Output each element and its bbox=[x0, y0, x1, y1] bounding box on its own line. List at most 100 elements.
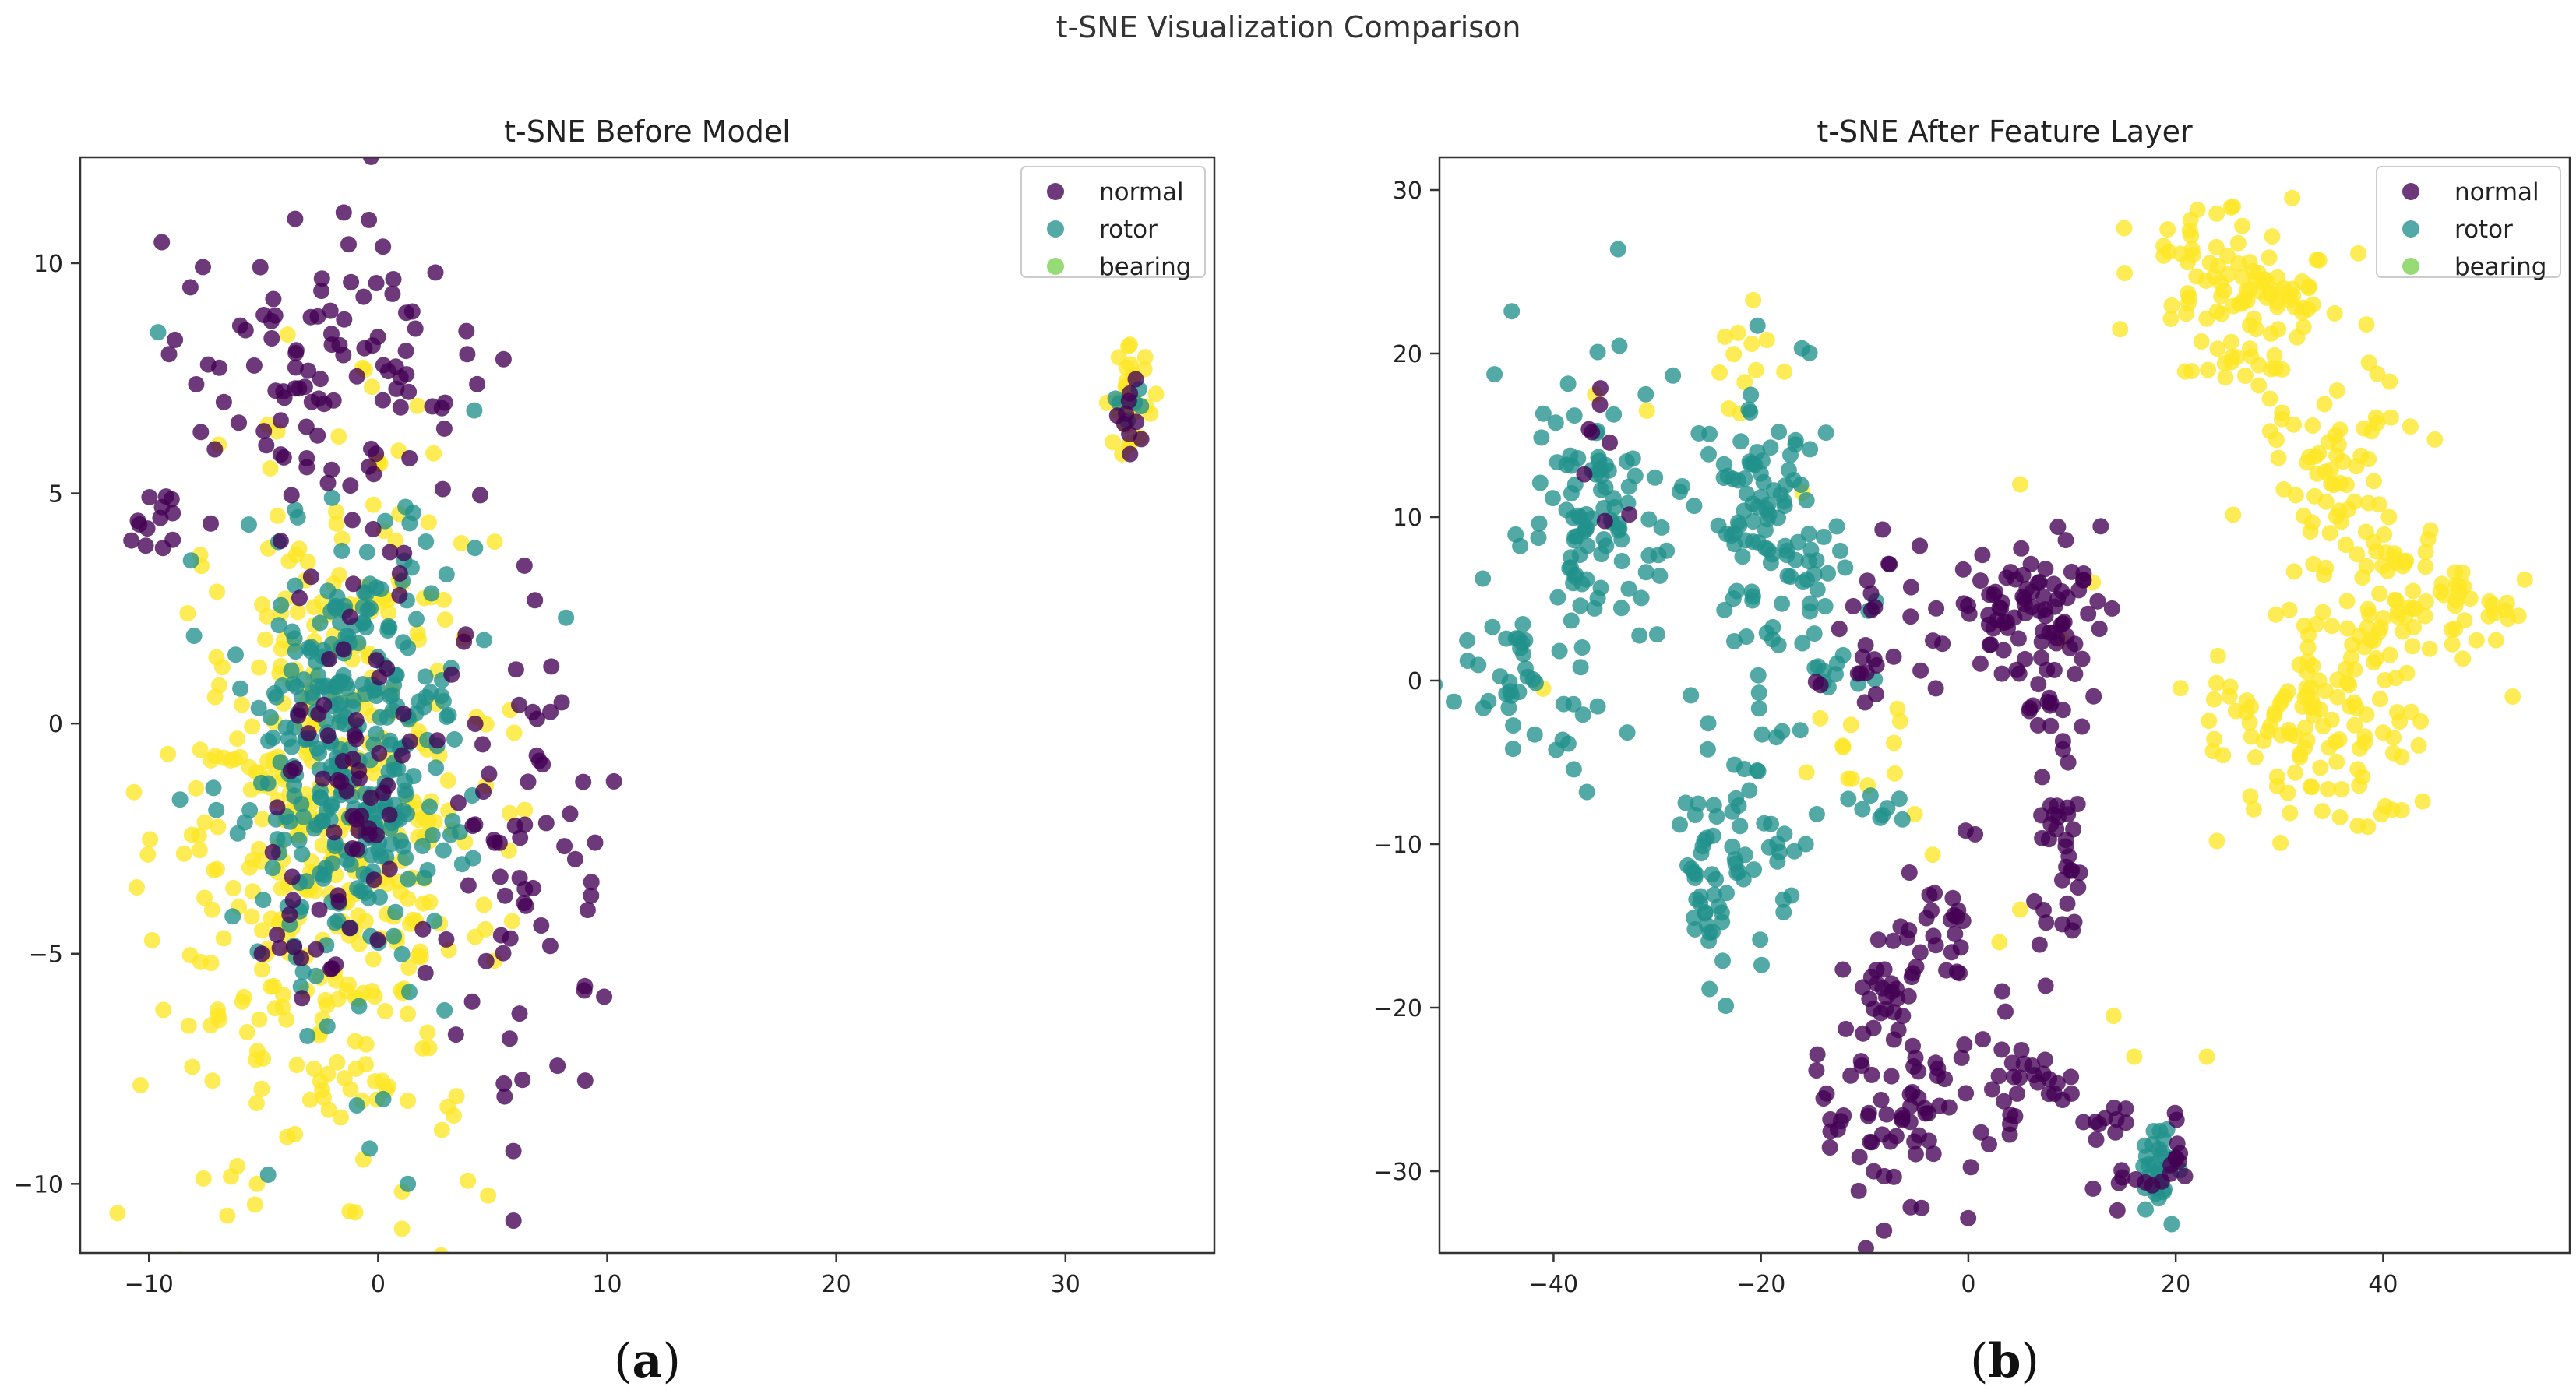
x-tick-label: −10 bbox=[125, 1271, 174, 1298]
data-point-normal bbox=[2007, 1107, 2024, 1124]
data-point-rotor bbox=[273, 596, 290, 614]
data-point-rotor bbox=[1498, 630, 1515, 647]
data-point-normal bbox=[1913, 1199, 1930, 1216]
data-point-bearing bbox=[364, 378, 380, 396]
data-point-normal bbox=[1947, 925, 1964, 942]
data-point-rotor bbox=[1716, 601, 1733, 618]
data-point-normal bbox=[1907, 1050, 1924, 1066]
data-point-normal bbox=[481, 765, 498, 783]
data-point-rotor bbox=[1760, 541, 1777, 558]
data-point-rotor bbox=[312, 790, 329, 807]
data-point-normal bbox=[281, 906, 298, 923]
data-point-bearing bbox=[2180, 285, 2197, 302]
data-point-normal bbox=[1874, 521, 1891, 538]
data-point-bearing bbox=[1747, 361, 1764, 378]
data-point-rotor bbox=[361, 1140, 379, 1157]
data-point-rotor bbox=[182, 552, 199, 569]
data-point-normal bbox=[160, 346, 178, 363]
data-point-rotor bbox=[1718, 885, 1735, 902]
x-tick-label: 0 bbox=[371, 1271, 386, 1298]
data-point-bearing bbox=[2299, 639, 2317, 656]
data-point-normal bbox=[2107, 1124, 2124, 1141]
data-point-bearing bbox=[2335, 453, 2352, 470]
data-point-bearing bbox=[2208, 832, 2225, 850]
data-point-normal bbox=[2046, 806, 2063, 823]
data-point-rotor bbox=[1686, 498, 1703, 515]
data-point-normal bbox=[351, 762, 368, 779]
data-point-rotor bbox=[387, 903, 404, 920]
data-point-normal bbox=[2074, 650, 2091, 667]
data-point-bearing bbox=[278, 1011, 295, 1028]
data-point-normal bbox=[511, 1005, 528, 1022]
data-point-rotor bbox=[295, 808, 312, 825]
data-point-bearing bbox=[370, 1332, 386, 1348]
data-point-normal bbox=[375, 238, 392, 255]
data-point-rotor bbox=[1840, 790, 1857, 808]
data-point-normal bbox=[1981, 636, 1998, 653]
data-point-bearing bbox=[155, 1001, 172, 1019]
data-point-bearing bbox=[329, 1054, 346, 1071]
data-point-rotor bbox=[370, 841, 387, 858]
data-point-bearing bbox=[1842, 716, 1859, 734]
data-point-rotor bbox=[1563, 485, 1580, 501]
data-point-bearing bbox=[328, 503, 344, 520]
data-point-rotor bbox=[1774, 891, 1792, 908]
data-point-bearing bbox=[2273, 410, 2290, 428]
data-point-normal bbox=[463, 993, 481, 1010]
data-point-normal bbox=[1956, 1036, 1973, 1053]
data-point-normal bbox=[1960, 597, 1976, 614]
data-point-normal bbox=[1936, 1071, 1954, 1088]
chart-panel-b: t-SNE After Feature Layer −40 −20 0 20 40 −30 −… bbox=[1373, 114, 2571, 1388]
data-point-rotor bbox=[1688, 891, 1705, 908]
data-point-normal bbox=[576, 977, 594, 994]
data-point-normal bbox=[1951, 965, 1968, 982]
data-point-normal bbox=[1878, 1106, 1895, 1123]
data-point-normal bbox=[298, 459, 315, 476]
data-point-rotor bbox=[1606, 498, 1623, 516]
y-tick-label: −30 bbox=[1373, 1159, 1422, 1186]
data-point-normal bbox=[1845, 597, 1862, 614]
data-point-bearing bbox=[2268, 777, 2285, 794]
data-point-bearing bbox=[305, 599, 322, 616]
data-point-rotor bbox=[475, 632, 492, 649]
data-point-normal bbox=[396, 544, 413, 561]
data-point-normal bbox=[263, 330, 280, 347]
data-point-rotor bbox=[287, 678, 305, 695]
data-point-normal bbox=[2054, 702, 2071, 719]
data-point-normal bbox=[1972, 572, 1989, 589]
legend-marker-normal bbox=[1047, 183, 1064, 200]
data-point-normal bbox=[391, 586, 408, 604]
data-point-bearing bbox=[400, 1093, 417, 1109]
data-point-bearing bbox=[2173, 245, 2190, 262]
data-point-normal bbox=[1901, 864, 1918, 881]
data-point-rotor bbox=[1503, 687, 1520, 704]
data-point-bearing bbox=[288, 1057, 305, 1074]
data-point-rotor bbox=[1780, 462, 1797, 479]
data-point-rotor bbox=[337, 675, 354, 692]
data-point-rotor bbox=[354, 599, 372, 616]
data-point-bearing bbox=[2447, 592, 2465, 609]
data-point-rotor bbox=[361, 575, 379, 593]
data-point-normal bbox=[1831, 621, 1848, 638]
data-point-normal bbox=[313, 283, 330, 299]
data-point-rotor bbox=[1547, 414, 1564, 431]
data-point-rotor bbox=[224, 908, 241, 925]
legend-marker-normal bbox=[2402, 183, 2419, 200]
data-point-normal bbox=[457, 626, 474, 643]
data-point-rotor bbox=[348, 1097, 365, 1114]
data-point-rotor bbox=[467, 540, 484, 557]
data-point-normal bbox=[369, 329, 386, 345]
data-point-bearing bbox=[2487, 632, 2504, 649]
data-point-normal bbox=[1953, 1049, 1970, 1066]
data-point-normal bbox=[427, 264, 444, 281]
data-point-rotor bbox=[1591, 452, 1608, 470]
data-point-bearing bbox=[184, 1058, 201, 1075]
data-point-bearing bbox=[2447, 564, 2464, 581]
data-point-rotor bbox=[274, 677, 291, 694]
data-point-bearing bbox=[480, 1187, 497, 1204]
data-point-normal bbox=[188, 376, 205, 392]
data-point-normal bbox=[141, 489, 158, 505]
data-point-bearing bbox=[1758, 332, 1775, 348]
data-point-normal bbox=[2075, 1114, 2092, 1131]
data-point-normal bbox=[355, 288, 372, 305]
